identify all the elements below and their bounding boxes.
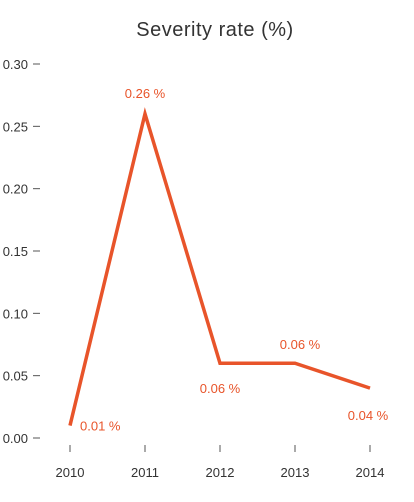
y-tick-label: 0.00: [3, 431, 28, 446]
x-tick-label: 2014: [356, 465, 385, 480]
series-severity-rate: [68, 107, 371, 426]
data-labels: 0.01 % 0.26 % 0.06 % 0.06 % 0.04 %: [80, 86, 389, 434]
y-axis: 0.00 0.05 0.10 0.15 0.20 0.25 0.30: [3, 57, 40, 446]
y-tick-label: 0.15: [3, 244, 28, 259]
y-tick-label: 0.05: [3, 369, 28, 384]
x-tick-label: 2013: [281, 465, 310, 480]
y-tick-label: 0.10: [3, 306, 28, 321]
x-axis: 2010 2011 2012 2013 2014: [56, 445, 385, 480]
x-tick-label: 2010: [56, 465, 85, 480]
data-label: 0.26 %: [125, 86, 166, 101]
data-label: 0.04 %: [348, 408, 389, 423]
series-line: [68, 107, 371, 426]
data-label: 0.01 %: [80, 419, 121, 434]
data-label: 0.06 %: [200, 381, 241, 396]
y-tick-label: 0.20: [3, 182, 28, 197]
data-label: 0.06 %: [280, 337, 321, 352]
y-tick-label: 0.25: [3, 119, 28, 134]
y-tick-label: 0.30: [3, 57, 28, 72]
x-tick-label: 2012: [206, 465, 235, 480]
x-tick-label: 2011: [131, 465, 159, 480]
chart-title: Severity rate (%): [136, 19, 293, 41]
